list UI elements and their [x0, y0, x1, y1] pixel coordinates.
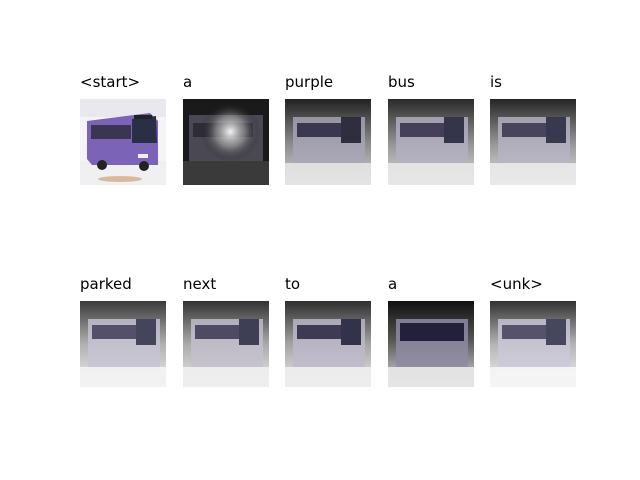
caption-word: <start> — [80, 73, 141, 91]
bus-photo — [80, 99, 166, 185]
attention-map — [80, 301, 166, 387]
caption-word: bus — [388, 73, 415, 91]
attention-map — [490, 301, 576, 387]
attention-map — [183, 99, 269, 185]
attention-map — [388, 99, 474, 185]
caption-word: parked — [80, 275, 132, 293]
caption-word: next — [183, 275, 217, 293]
attention-map — [388, 301, 474, 387]
caption-word: a — [388, 275, 398, 293]
caption-word: is — [490, 73, 502, 91]
attention-map — [183, 301, 269, 387]
caption-word: a — [183, 73, 193, 91]
attention-map — [285, 301, 371, 387]
caption-word: <unk> — [490, 275, 543, 293]
caption-word: purple — [285, 73, 334, 91]
attention-map — [490, 99, 576, 185]
attention-map — [285, 99, 371, 185]
caption-word: to — [285, 275, 301, 293]
